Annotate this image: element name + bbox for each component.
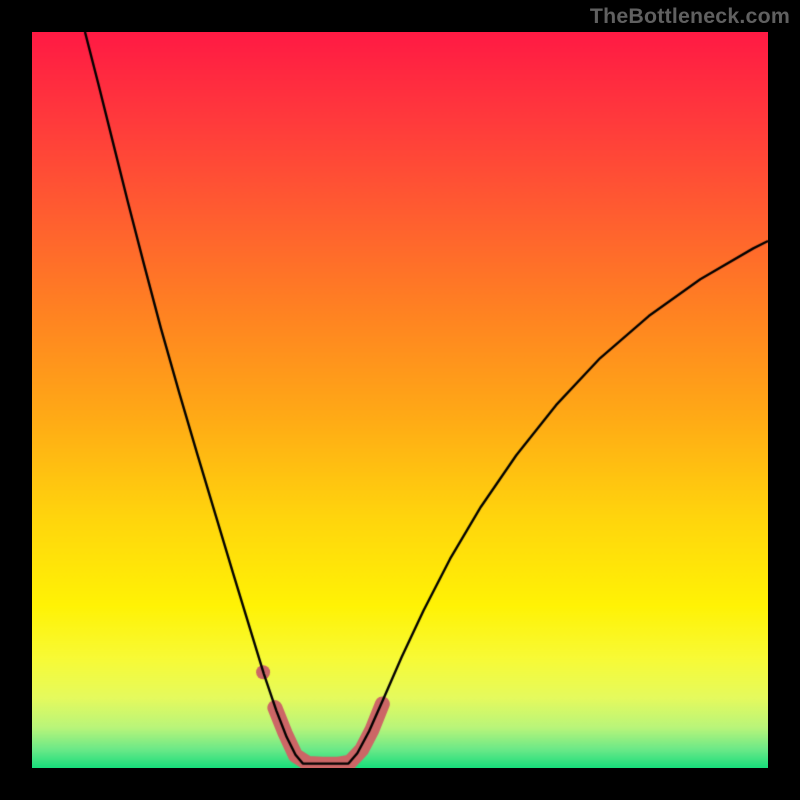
watermark-text: TheBottleneck.com <box>590 4 790 29</box>
plot-area <box>32 32 768 768</box>
chart-frame: TheBottleneck.com <box>0 0 800 800</box>
bottleneck-curve <box>32 32 768 768</box>
